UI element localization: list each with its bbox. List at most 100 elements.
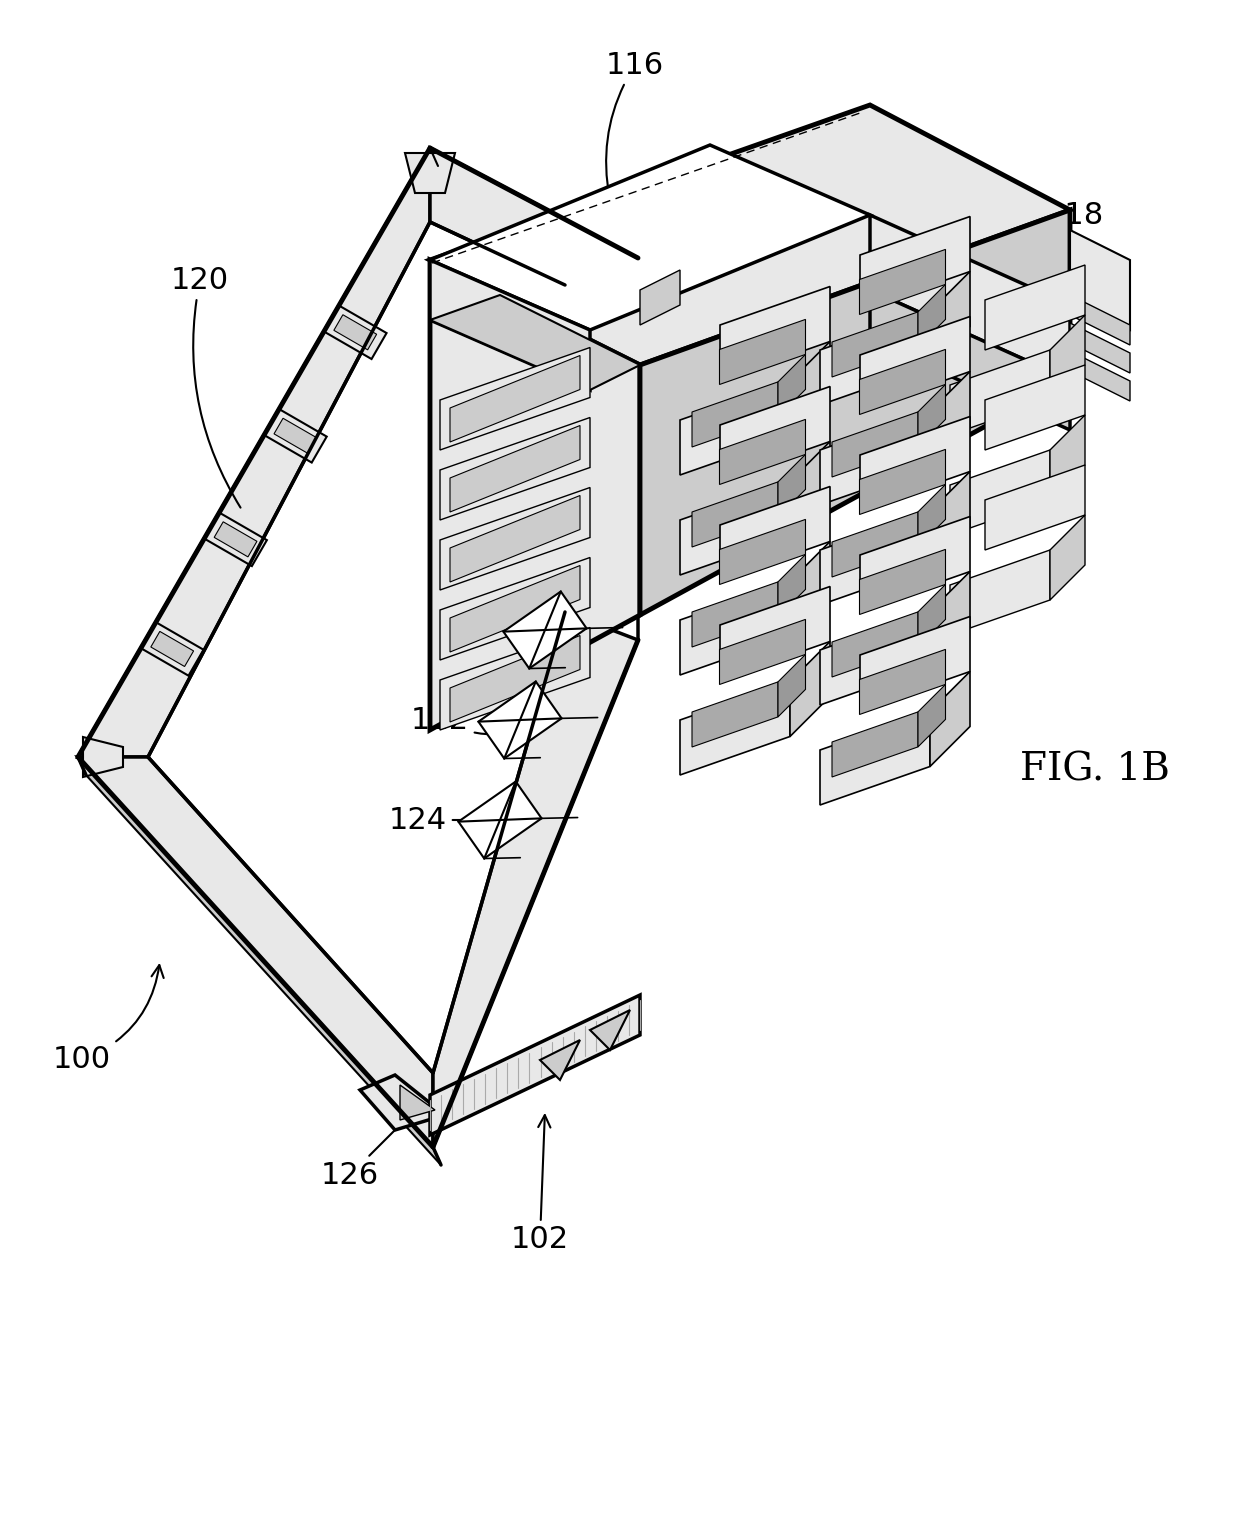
Polygon shape (930, 371, 970, 467)
Polygon shape (918, 285, 945, 347)
Polygon shape (680, 682, 790, 776)
Polygon shape (360, 1076, 445, 1130)
Polygon shape (820, 312, 930, 405)
Polygon shape (950, 450, 1050, 535)
Polygon shape (1050, 515, 1085, 600)
Polygon shape (78, 758, 441, 1165)
Polygon shape (859, 250, 945, 315)
Polygon shape (790, 341, 830, 436)
Polygon shape (950, 550, 1050, 635)
Polygon shape (440, 347, 590, 450)
Polygon shape (930, 271, 970, 367)
Polygon shape (859, 350, 945, 415)
Polygon shape (1070, 351, 1130, 401)
Polygon shape (719, 420, 806, 485)
Text: 102: 102 (511, 1115, 569, 1254)
Polygon shape (440, 488, 590, 589)
Polygon shape (719, 320, 806, 385)
Polygon shape (503, 591, 587, 668)
Polygon shape (918, 685, 945, 747)
Polygon shape (790, 541, 830, 636)
Polygon shape (1070, 295, 1130, 345)
Polygon shape (680, 382, 790, 476)
Polygon shape (78, 148, 438, 776)
Polygon shape (692, 582, 777, 647)
Polygon shape (1050, 315, 1085, 400)
Polygon shape (459, 782, 542, 859)
Polygon shape (985, 465, 1085, 550)
Polygon shape (274, 418, 316, 453)
Polygon shape (777, 454, 806, 517)
Polygon shape (918, 585, 945, 647)
Polygon shape (450, 495, 580, 582)
Polygon shape (430, 148, 639, 285)
Polygon shape (918, 385, 945, 447)
Polygon shape (918, 485, 945, 547)
Polygon shape (832, 312, 918, 377)
Polygon shape (930, 471, 970, 567)
Polygon shape (440, 558, 590, 661)
Polygon shape (859, 450, 945, 515)
Polygon shape (401, 1085, 435, 1120)
Polygon shape (861, 317, 970, 411)
Polygon shape (820, 612, 930, 704)
Text: 122: 122 (410, 706, 527, 735)
Polygon shape (141, 623, 203, 676)
Polygon shape (820, 412, 930, 504)
Polygon shape (450, 635, 580, 723)
Polygon shape (78, 758, 433, 1147)
Polygon shape (539, 1039, 580, 1080)
Polygon shape (148, 223, 565, 1073)
Polygon shape (680, 582, 790, 676)
Polygon shape (930, 671, 970, 767)
Polygon shape (719, 520, 806, 585)
Polygon shape (450, 565, 580, 651)
Polygon shape (78, 148, 639, 1147)
Text: FIG. 1B: FIG. 1B (1021, 751, 1169, 788)
Polygon shape (264, 409, 326, 462)
Polygon shape (1070, 230, 1130, 330)
Polygon shape (692, 382, 777, 447)
Polygon shape (985, 365, 1085, 450)
Polygon shape (433, 612, 639, 1147)
Text: 120: 120 (546, 226, 619, 292)
Polygon shape (832, 412, 918, 477)
Polygon shape (820, 512, 930, 604)
Polygon shape (440, 627, 590, 730)
Polygon shape (832, 512, 918, 577)
Polygon shape (720, 286, 830, 380)
Text: 116: 116 (606, 50, 665, 197)
Polygon shape (215, 521, 257, 558)
Text: 118: 118 (1002, 200, 1104, 268)
Polygon shape (777, 554, 806, 617)
Polygon shape (720, 486, 830, 580)
Polygon shape (720, 386, 830, 480)
Polygon shape (450, 356, 580, 442)
Polygon shape (680, 482, 790, 576)
Polygon shape (692, 682, 777, 747)
Polygon shape (859, 550, 945, 615)
Polygon shape (430, 261, 640, 730)
Polygon shape (861, 217, 970, 311)
Polygon shape (334, 315, 377, 350)
Polygon shape (430, 295, 640, 389)
Text: 124: 124 (389, 806, 507, 835)
Text: 100: 100 (53, 965, 164, 1074)
Polygon shape (859, 650, 945, 715)
Polygon shape (430, 995, 640, 1135)
Polygon shape (930, 571, 970, 667)
Polygon shape (719, 620, 806, 685)
Polygon shape (870, 215, 1070, 380)
Polygon shape (790, 441, 830, 536)
Polygon shape (590, 1011, 630, 1050)
Text: 120: 120 (171, 265, 241, 508)
Polygon shape (205, 512, 267, 567)
Polygon shape (83, 736, 123, 777)
Polygon shape (479, 682, 562, 759)
Polygon shape (777, 654, 806, 717)
Polygon shape (777, 355, 806, 417)
Polygon shape (985, 265, 1085, 350)
Text: 126: 126 (321, 1109, 417, 1189)
Polygon shape (861, 417, 970, 511)
Polygon shape (430, 145, 870, 330)
